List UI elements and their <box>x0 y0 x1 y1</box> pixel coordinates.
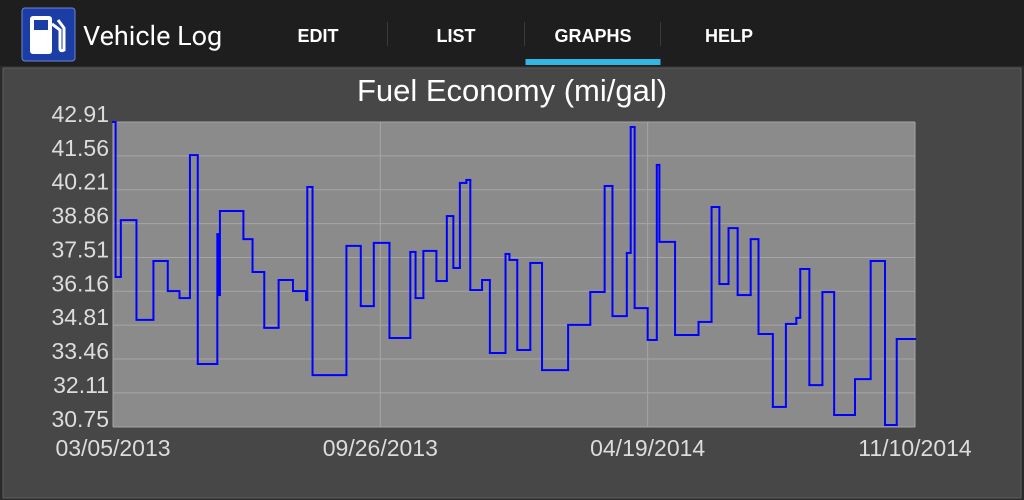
x-tick-label: 04/19/2014 <box>590 435 705 461</box>
x-tick-label: 09/26/2013 <box>323 435 438 461</box>
app-icon <box>21 7 76 62</box>
tab[interactable]: LIST <box>437 26 476 46</box>
x-tick-label: 03/05/2013 <box>55 435 170 461</box>
y-tick-label: 41.56 <box>51 135 109 161</box>
tab[interactable]: GRAPHS <box>554 26 631 46</box>
y-tick-label: 37.51 <box>51 236 109 262</box>
chart: 30.75 32.11 33.46 34.81 36.16 37.51 38.86 40.21… <box>51 101 971 461</box>
y-tick-label: 33.46 <box>51 338 109 364</box>
y-tick-label: 38.86 <box>51 203 109 229</box>
plot-area <box>113 122 915 427</box>
y-tick-label: 30.75 <box>51 406 109 432</box>
y-tick-label: 36.16 <box>51 270 109 296</box>
app-title: Vehicle Log <box>83 20 222 52</box>
tab[interactable]: EDIT <box>297 26 338 46</box>
tab-bar: EDIT LIST GRAPHS HELP <box>297 22 753 65</box>
x-tick-label: 11/10/2014 <box>858 435 972 461</box>
tab-indicator <box>525 59 661 65</box>
y-tick-label: 32.11 <box>53 372 109 398</box>
y-tick-label: 40.21 <box>51 169 109 195</box>
y-tick-label: 34.81 <box>51 304 109 330</box>
y-tick-label: 42.91 <box>51 101 109 127</box>
chart-title: Fuel Economy (mi/gal) <box>357 73 667 108</box>
tab[interactable]: HELP <box>705 26 753 46</box>
app-bar <box>0 0 1024 66</box>
